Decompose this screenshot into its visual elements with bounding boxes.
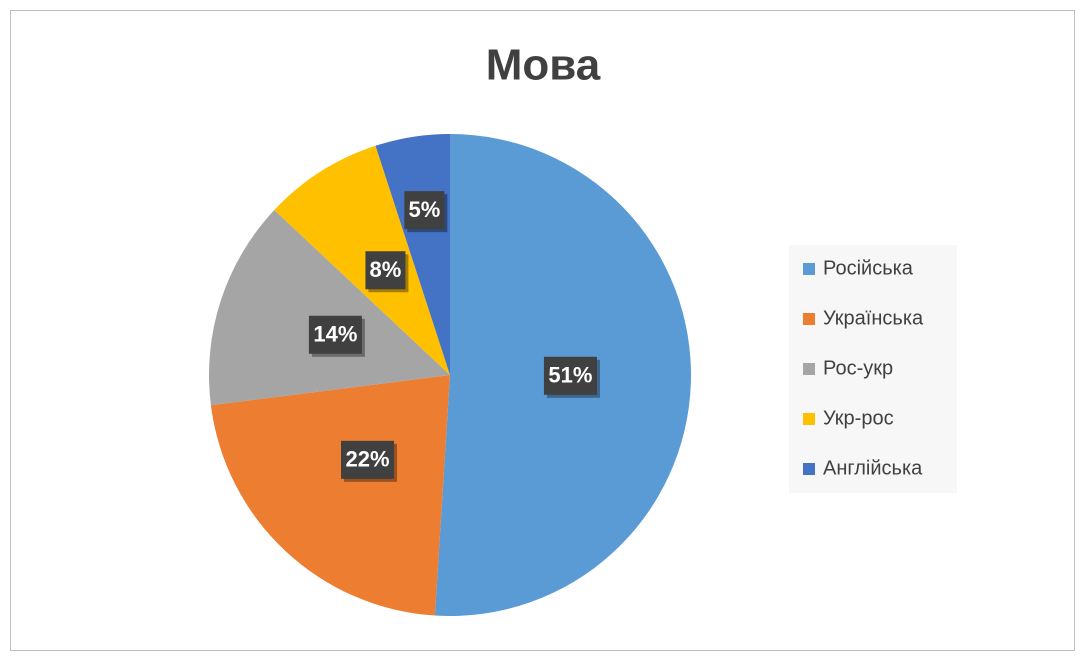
pie-slice bbox=[209, 210, 450, 406]
pie-slice bbox=[274, 145, 450, 375]
data-label-box bbox=[543, 356, 597, 395]
legend-label: Українська bbox=[823, 307, 924, 329]
pie-slice bbox=[210, 375, 450, 616]
data-label: 51% bbox=[548, 363, 592, 388]
data-label: 5% bbox=[408, 197, 440, 222]
data-label-box bbox=[341, 440, 395, 479]
data-label-box bbox=[404, 191, 445, 230]
legend-label: Рос-укр bbox=[823, 357, 893, 379]
legend-swatch bbox=[803, 313, 815, 325]
legend-swatch bbox=[803, 263, 815, 275]
data-label: 8% bbox=[370, 257, 402, 282]
legend-swatch bbox=[803, 363, 815, 375]
chart-title: Мова bbox=[486, 41, 601, 90]
legend-swatch bbox=[803, 413, 815, 425]
data-label-box bbox=[308, 315, 362, 354]
legend-label: Російська bbox=[823, 257, 914, 279]
data-label-box bbox=[365, 251, 406, 290]
legend-swatch bbox=[803, 463, 815, 475]
data-label: 22% bbox=[345, 447, 389, 472]
legend-label: Укр-рос bbox=[823, 407, 894, 429]
legend-label: Англійська bbox=[823, 457, 923, 479]
data-label: 14% bbox=[313, 322, 357, 347]
legend-box bbox=[789, 245, 957, 493]
